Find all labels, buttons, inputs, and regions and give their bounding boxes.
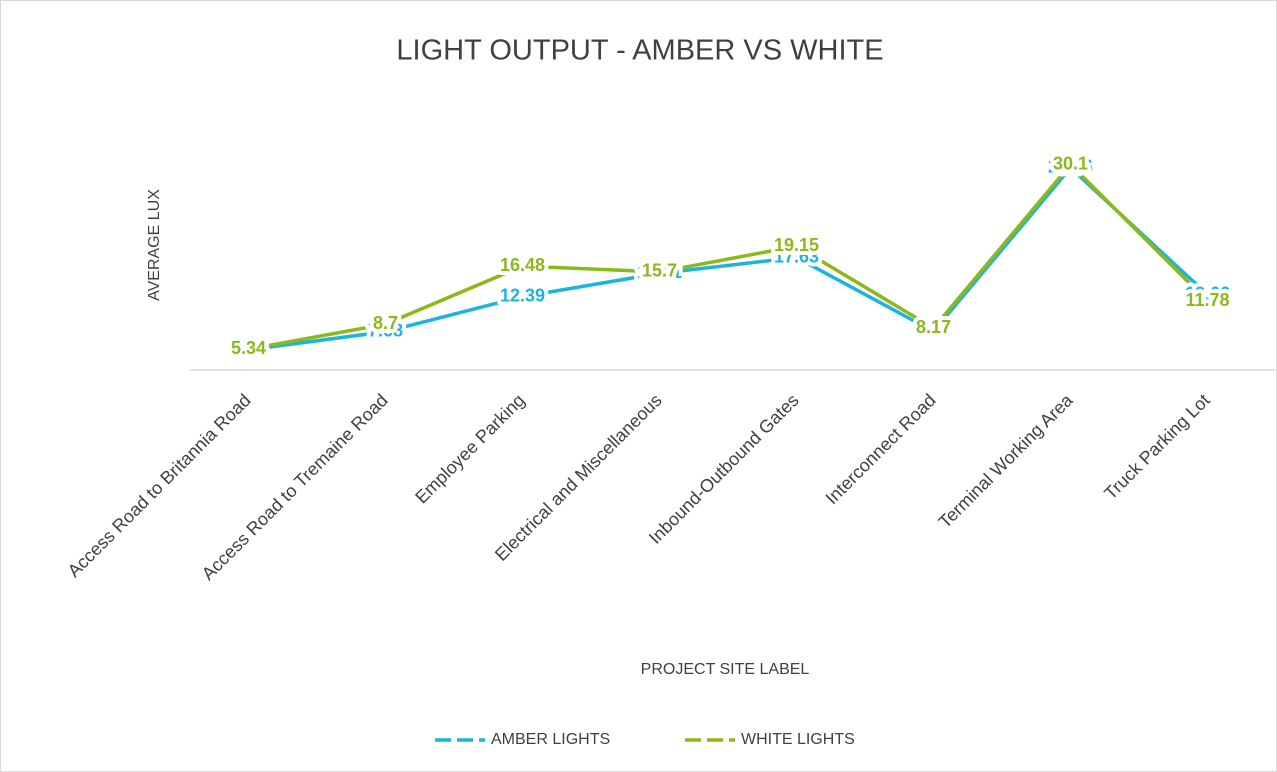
data-label: 12.39 xyxy=(500,285,545,305)
data-label: 8.17 xyxy=(916,317,951,337)
legend-label: WHITE LIGHTS xyxy=(741,731,855,748)
data-label: 15.7 xyxy=(642,261,677,281)
data-label: 29.66 xyxy=(1048,157,1093,177)
x-axis-title: PROJECT SITE LABEL xyxy=(641,661,810,678)
data-label: 5.26 xyxy=(231,339,266,359)
data-label: 17.63 xyxy=(774,246,819,266)
legend-label: AMBER LIGHTS xyxy=(491,731,610,748)
data-label: 16.48 xyxy=(500,255,545,275)
y-axis-title: AVERAGE LUX xyxy=(146,189,163,301)
data-label: 7.68 xyxy=(368,320,403,340)
data-label: 19.15 xyxy=(774,235,819,255)
data-label: 12.66 xyxy=(1185,283,1230,303)
series-line xyxy=(248,166,1209,352)
data-label: 5.34 xyxy=(231,338,266,358)
data-label: 15.51 xyxy=(637,262,682,282)
chart-title: LIGHT OUTPUT - AMBER VS WHITE xyxy=(396,35,883,67)
data-label: 8.7 xyxy=(373,313,398,333)
data-label: 7.73 xyxy=(916,320,951,340)
data-label: 30.1 xyxy=(1053,153,1088,173)
series-line xyxy=(248,162,1209,351)
data-label: 11.78 xyxy=(1185,290,1229,310)
